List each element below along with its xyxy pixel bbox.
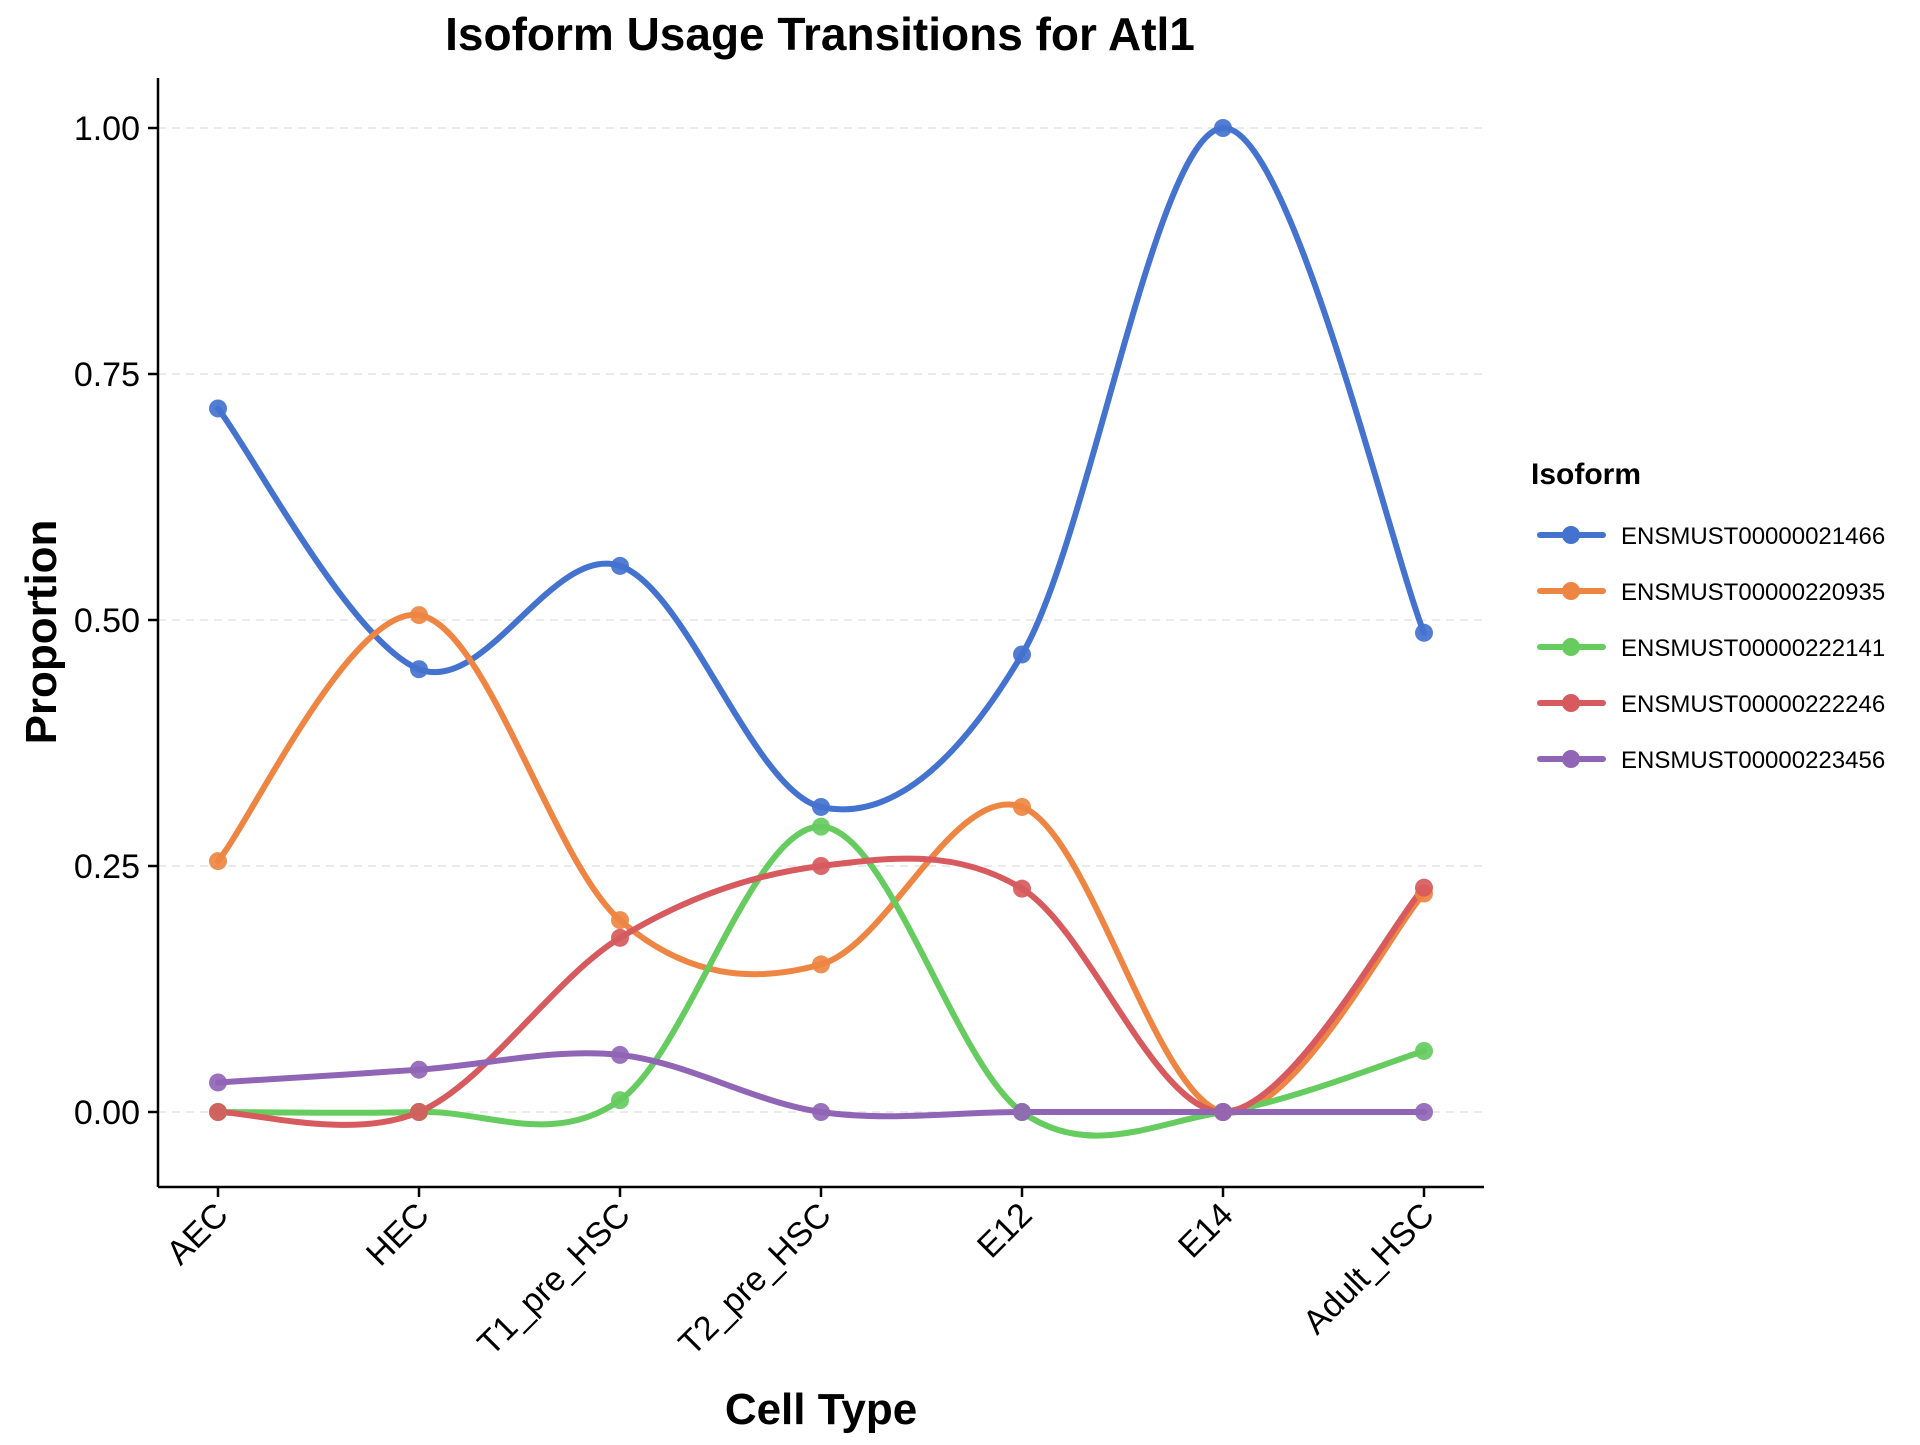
legend-key-point [1562, 638, 1580, 656]
data-point [410, 1103, 428, 1121]
data-point [1013, 879, 1031, 898]
data-point [410, 660, 428, 679]
series-points [209, 119, 1433, 1121]
data-point [410, 606, 428, 625]
data-point [209, 1103, 227, 1121]
legend-label: ENSMUST00000223456 [1621, 747, 1885, 774]
legend-key-point [1562, 526, 1580, 544]
y-tick-label: 0.25 [74, 848, 140, 886]
chart-title: Isoform Usage Transitions for Atl1 [445, 8, 1195, 60]
data-point [1214, 1103, 1232, 1121]
legend-key-point [1562, 750, 1580, 768]
data-point [812, 857, 830, 875]
data-point [611, 1091, 629, 1110]
y-ticks: 0.00 0.25 0.50 0.75 1.00 [74, 110, 158, 1132]
x-tick-label: AEC [159, 1196, 235, 1272]
data-point [1214, 119, 1232, 137]
x-tick-label: HEC [359, 1196, 437, 1274]
data-point [611, 928, 629, 947]
x-tick-label: E14 [1171, 1196, 1241, 1266]
y-tick-label: 0.75 [74, 356, 140, 394]
data-point [1415, 1103, 1433, 1121]
legend-key-point [1562, 694, 1580, 712]
y-axis-title: Proportion [17, 520, 66, 745]
x-tick-label: T2_pre_HSC [671, 1196, 838, 1363]
data-point [209, 399, 227, 418]
legend-items: ENSMUST00000021466 ENSMUST00000220935 ENSM… [1537, 523, 1885, 774]
data-point [1415, 878, 1433, 897]
data-point [611, 911, 629, 930]
data-point [812, 955, 830, 974]
legend: Isoform ENSMUST00000021466 ENSMUST0000022… [1531, 458, 1885, 774]
x-tick-label: Adult_HSC [1296, 1196, 1442, 1342]
legend-title: Isoform [1531, 458, 1641, 491]
data-point [1415, 1041, 1433, 1060]
data-point [812, 817, 830, 836]
data-point [611, 556, 629, 575]
y-tick-label: 1.00 [74, 110, 140, 148]
y-tick-label: 0.00 [74, 1094, 140, 1132]
axes [156, 78, 1484, 1189]
data-point [812, 1103, 830, 1121]
legend-key-point [1562, 582, 1580, 600]
legend-label: ENSMUST00000220935 [1621, 579, 1885, 606]
series-line-1 [215, 124, 1427, 813]
y-tick-label: 0.50 [74, 602, 140, 640]
data-point [410, 1060, 428, 1079]
legend-label: ENSMUST00000021466 [1621, 523, 1885, 550]
x-ticks: AEC HEC T1_pre_HSC T2_pre_HSC E12 E14 Adult_HS… [159, 1187, 1442, 1363]
data-point [1013, 1103, 1031, 1121]
data-point [1415, 623, 1433, 642]
data-point [812, 797, 830, 816]
series-line-4 [215, 855, 1427, 1128]
series-lines [215, 124, 1427, 1139]
data-point [209, 1073, 227, 1092]
data-point [1013, 797, 1031, 816]
data-point [209, 852, 227, 871]
data-point [1013, 645, 1031, 664]
legend-label: ENSMUST00000222141 [1621, 635, 1885, 662]
x-tick-label: T1_pre_HSC [470, 1196, 637, 1363]
data-point [611, 1045, 629, 1064]
legend-label: ENSMUST00000222246 [1621, 691, 1885, 718]
x-tick-label: E12 [970, 1196, 1040, 1266]
x-axis-title: Cell Type [725, 1385, 917, 1434]
